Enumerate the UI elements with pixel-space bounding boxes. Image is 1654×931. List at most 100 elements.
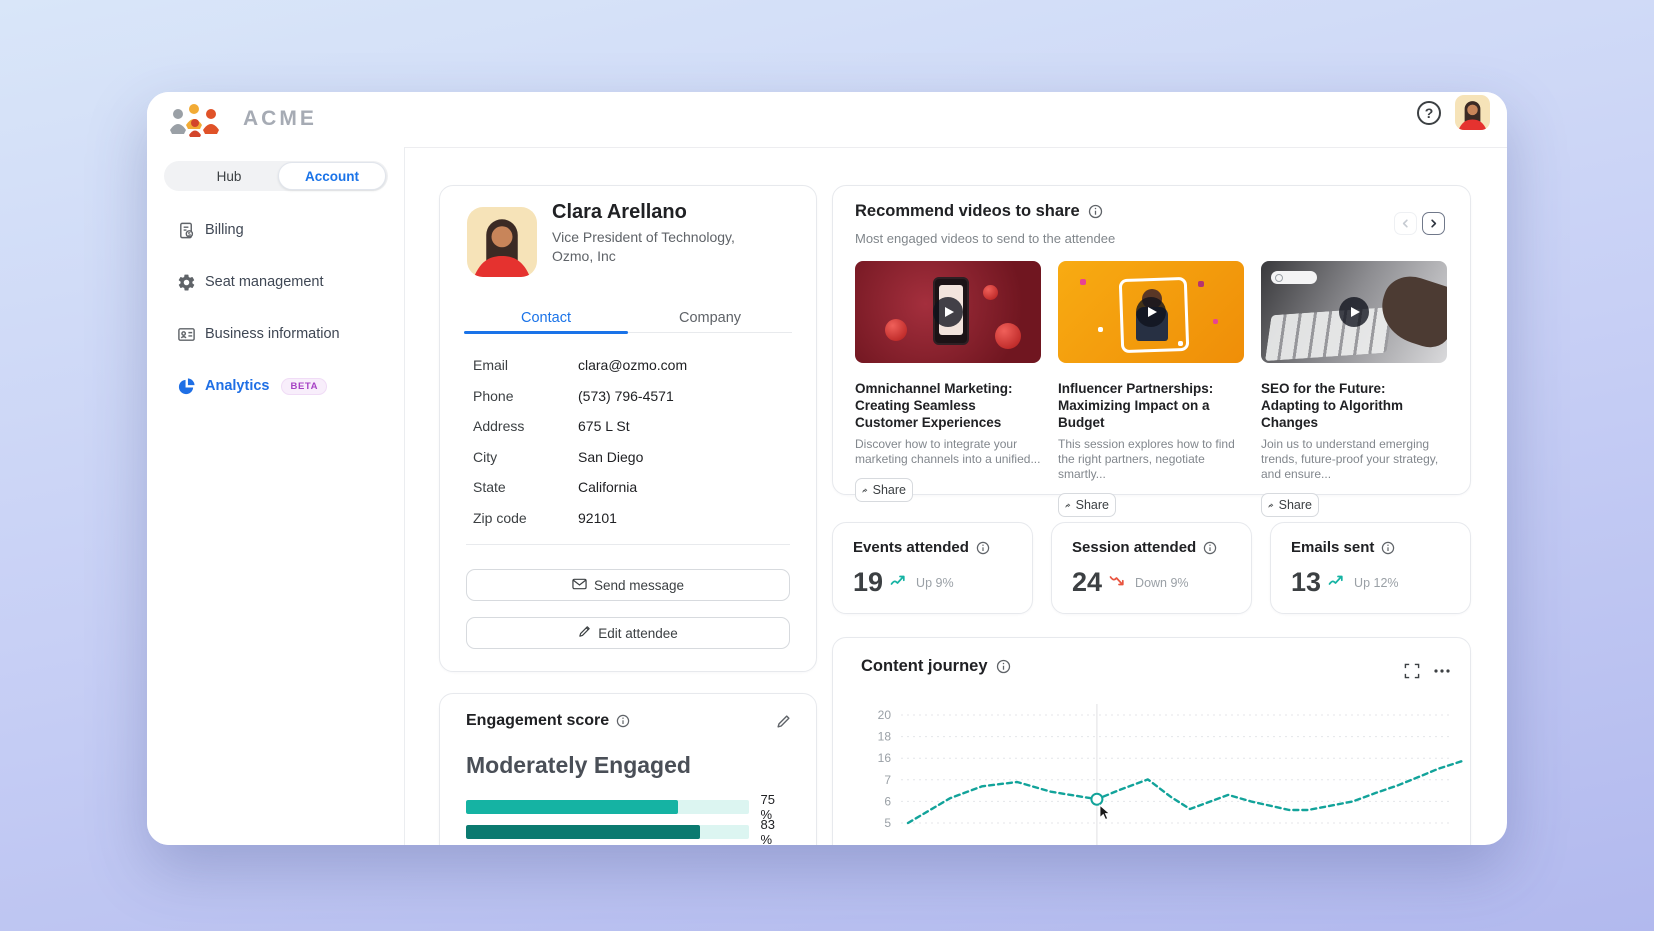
toggle-option-account[interactable]: Account (278, 162, 386, 190)
field-address: Address 675 L St (473, 411, 783, 442)
info-icon[interactable] (616, 714, 630, 728)
engagement-score-card: Engagement score Moderately Engaged 75 % (439, 693, 817, 845)
field-value: California (578, 479, 638, 496)
stat-title: Emails sent (1291, 539, 1375, 556)
svg-text:20: 20 (878, 708, 892, 722)
sidebar-item-seat-management[interactable]: Seat management (147, 256, 404, 308)
play-icon (1136, 297, 1166, 327)
video-description: Discover how to integrate your marketing… (855, 437, 1041, 466)
more-options-icon[interactable] (1433, 662, 1451, 680)
field-email: Email clara@ozmo.com (473, 350, 783, 381)
attendee-name: Clara Arellano (552, 201, 687, 223)
field-zip: Zip code 92101 (473, 503, 783, 534)
svg-text:7: 7 (884, 773, 891, 787)
sidebar-item-label: Billing (205, 222, 244, 238)
svg-text:$: $ (187, 231, 190, 237)
attendee-profile-card: Clara Arellano Vice President of Technol… (439, 185, 817, 672)
engagement-bars: 75 % 83 % (466, 792, 790, 845)
sidebar-item-business-information[interactable]: Business information (147, 308, 404, 360)
beta-badge: BETA (281, 377, 328, 395)
info-icon[interactable] (996, 659, 1011, 674)
attendee-title-line2: Ozmo, Inc (552, 248, 616, 264)
carousel-prev-button[interactable] (1394, 212, 1417, 235)
attendee-title-line1: Vice President of Technology, (552, 229, 735, 245)
play-icon (1339, 297, 1369, 327)
carousel-next-button[interactable] (1422, 212, 1445, 235)
edit-engagement-icon[interactable] (774, 712, 792, 730)
info-icon[interactable] (976, 541, 990, 555)
info-icon[interactable] (1203, 541, 1217, 555)
field-label: City (473, 448, 498, 465)
video-description: Join us to understand emerging trends, f… (1261, 437, 1439, 481)
share-label: Share (872, 483, 906, 497)
stat-value: 13 (1291, 567, 1322, 597)
share-button[interactable]: Share (1058, 493, 1116, 517)
tab-contact[interactable]: Contact (464, 304, 628, 334)
fullscreen-icon[interactable] (1403, 662, 1421, 680)
stat-trend-label: Up 9% (916, 575, 954, 590)
send-message-button[interactable]: Send message (466, 569, 790, 601)
recommend-videos-card: Recommend videos to share Most engaged v… (832, 185, 1471, 517)
video-title: Omnichannel Marketing: Creating Seamless… (855, 381, 1013, 430)
field-city: City San Diego (473, 442, 783, 473)
field-value: 675 L St (578, 418, 630, 435)
video-thumbnail-omnichannel[interactable] (855, 261, 1041, 363)
toggle-option-hub[interactable]: Hub (216, 168, 242, 184)
engagement-bar-row: 83 % (466, 817, 790, 845)
progress-fill (466, 825, 701, 839)
sidebar-item-analytics[interactable]: Analytics BETA (147, 360, 404, 412)
video-thumbnail-seo[interactable] (1261, 261, 1447, 363)
edit-attendee-button[interactable]: Edit attendee (466, 617, 790, 649)
edit-attendee-label: Edit attendee (598, 625, 678, 641)
share-label: Share (1075, 498, 1109, 512)
help-icon[interactable]: ? (1417, 101, 1441, 125)
share-button[interactable]: Share (1261, 493, 1319, 517)
share-button[interactable]: Share (855, 478, 913, 502)
user-avatar[interactable] (1455, 95, 1490, 130)
info-icon[interactable] (1088, 204, 1103, 219)
stat-card-session-attended: Session attended 24 Down 9% (1051, 522, 1252, 614)
content-journey-card: Content journey 20 18 16 7 6 5 (832, 637, 1471, 845)
profile-tabs: Contact Company (464, 304, 792, 334)
stat-title: Session attended (1072, 539, 1197, 556)
id-card-icon (176, 324, 196, 344)
acme-logo-icon (168, 103, 226, 142)
content-journey-chart[interactable]: 20 18 16 7 6 5 (833, 696, 1470, 845)
gear-icon (176, 272, 196, 292)
field-label: Phone (473, 387, 514, 404)
brand-name: ACME (243, 107, 317, 130)
pie-chart-icon (176, 376, 196, 396)
hub-account-toggle: Hub Account (164, 161, 388, 191)
sidebar-menu: $ Billing Seat management (147, 204, 404, 412)
divider (466, 544, 790, 545)
field-value: clara@ozmo.com (578, 357, 688, 374)
video-title: SEO for the Future: Adapting to Algorith… (1261, 381, 1403, 430)
trend-up-icon (890, 574, 909, 592)
video-item: SEO for the Future: Adapting to Algorith… (1261, 261, 1447, 517)
stat-trend-label: Up 12% (1354, 575, 1399, 590)
tab-company[interactable]: Company (678, 310, 742, 326)
stat-trend-label: Down 9% (1135, 575, 1189, 590)
sidebar-item-billing[interactable]: $ Billing (147, 204, 404, 256)
receipt-icon: $ (176, 220, 196, 240)
video-thumbnail-influencer[interactable] (1058, 261, 1244, 363)
svg-text:18: 18 (878, 730, 892, 744)
video-description: This session explores how to find the ri… (1058, 437, 1235, 481)
engagement-score-title: Engagement score (466, 712, 610, 729)
info-icon[interactable] (1381, 541, 1395, 555)
field-label: Email (473, 357, 509, 374)
field-value: 92101 (578, 509, 617, 526)
field-label: Address (473, 418, 525, 435)
engagement-bar-row: 75 % (466, 792, 790, 822)
progress-fill (466, 800, 678, 814)
share-label: Share (1278, 498, 1312, 512)
svg-text:6: 6 (884, 794, 891, 808)
stat-card-emails-sent: Emails sent 13 Up 12% (1270, 522, 1471, 614)
field-state: State California (473, 472, 783, 503)
pencil-icon (578, 625, 591, 641)
sidebar: Hub Account $ Billing (147, 147, 405, 845)
field-label: State (473, 479, 506, 496)
stat-title: Events attended (853, 539, 969, 556)
engagement-level: Moderately Engaged (466, 752, 691, 778)
